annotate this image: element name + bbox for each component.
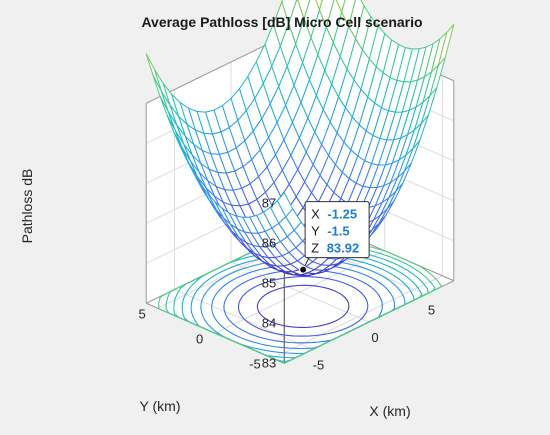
- x-tick-label: 0: [371, 330, 378, 345]
- y-tick-label: -5: [249, 356, 261, 371]
- z-tick-label: 83: [262, 355, 276, 370]
- chart-title: Average Pathloss [dB] Micro Cell scenari…: [141, 14, 422, 30]
- datatip-row-x: X -1.25: [311, 207, 357, 222]
- datatip-y-value: -1.5: [327, 224, 349, 239]
- y-axis-label: Y (km): [140, 398, 181, 414]
- x-tick-label: 5: [428, 303, 435, 318]
- datatip-x-value: -1.25: [327, 207, 357, 222]
- datatip-box: [304, 201, 370, 259]
- contour-line: [256, 284, 350, 328]
- z-tick-label: 85: [262, 275, 276, 290]
- contour-line: [237, 276, 369, 337]
- datatip-row-z: Z 83.92: [311, 241, 359, 256]
- z-tick-label: 86: [262, 235, 276, 250]
- y-tick-label: 5: [139, 306, 146, 321]
- mesh-cell: [437, 23, 455, 66]
- tick-labels: 83 84 85 86 87 -5 0 5 -5 0 5: [139, 195, 436, 372]
- datatip-z-value: 83.92: [327, 241, 360, 256]
- mesh-cell: [335, 0, 346, 13]
- datatip-z-label: Z: [311, 241, 319, 256]
- grid-line-y-floor: [272, 275, 443, 359]
- datatip-x-label: X: [311, 207, 320, 222]
- grid-line-y-floor: [215, 250, 385, 334]
- x-axis-label: X (km): [369, 403, 410, 419]
- z-axis-label: Pathloss dB: [19, 169, 35, 244]
- z-tick-label: 87: [262, 195, 276, 210]
- datatip[interactable]: X -1.25 Y -1.5 Z 83.92: [299, 201, 370, 274]
- datatip-y-label: Y: [311, 224, 320, 239]
- mesh-cell: [315, 0, 323, 11]
- z-tick-label: 84: [262, 315, 276, 330]
- datatip-row-y: Y -1.5: [311, 224, 349, 239]
- datatip-marker[interactable]: [299, 265, 308, 274]
- x-tick-label: -5: [313, 358, 325, 373]
- y-tick-label: 0: [196, 331, 203, 346]
